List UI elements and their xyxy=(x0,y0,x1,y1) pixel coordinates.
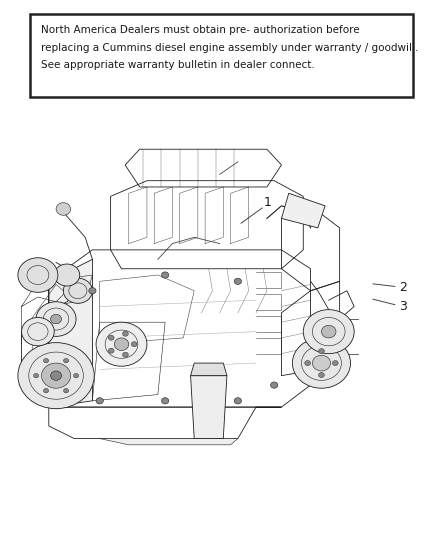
Ellipse shape xyxy=(43,389,49,393)
Ellipse shape xyxy=(96,398,103,404)
Ellipse shape xyxy=(123,331,128,336)
Ellipse shape xyxy=(321,325,336,338)
Ellipse shape xyxy=(312,355,331,371)
Ellipse shape xyxy=(51,314,61,324)
Ellipse shape xyxy=(43,359,49,363)
Ellipse shape xyxy=(54,264,80,286)
Text: North America Dealers must obtain pre- authorization before: North America Dealers must obtain pre- a… xyxy=(41,25,359,35)
Ellipse shape xyxy=(108,335,114,340)
Ellipse shape xyxy=(318,349,325,354)
Ellipse shape xyxy=(318,373,325,377)
Ellipse shape xyxy=(36,302,76,336)
Ellipse shape xyxy=(18,258,58,292)
Polygon shape xyxy=(49,259,92,407)
Ellipse shape xyxy=(271,382,278,388)
Ellipse shape xyxy=(89,288,96,294)
Ellipse shape xyxy=(64,278,92,303)
Ellipse shape xyxy=(293,338,350,388)
Ellipse shape xyxy=(303,310,354,354)
FancyBboxPatch shape xyxy=(30,14,413,97)
Ellipse shape xyxy=(114,338,129,351)
Ellipse shape xyxy=(162,272,169,278)
Polygon shape xyxy=(191,363,227,376)
Ellipse shape xyxy=(56,203,71,215)
Ellipse shape xyxy=(18,343,94,409)
Ellipse shape xyxy=(96,322,147,366)
Ellipse shape xyxy=(234,398,241,404)
Polygon shape xyxy=(191,376,227,439)
Ellipse shape xyxy=(305,360,311,366)
Ellipse shape xyxy=(234,278,241,285)
Text: 3: 3 xyxy=(399,300,407,313)
Polygon shape xyxy=(282,193,325,228)
Ellipse shape xyxy=(51,371,61,381)
Polygon shape xyxy=(100,439,238,445)
Ellipse shape xyxy=(332,360,338,366)
Text: 2: 2 xyxy=(399,281,407,294)
Ellipse shape xyxy=(74,374,78,378)
Ellipse shape xyxy=(131,342,137,347)
Ellipse shape xyxy=(123,352,128,357)
Ellipse shape xyxy=(162,398,169,404)
Text: 1: 1 xyxy=(264,196,272,209)
Ellipse shape xyxy=(34,374,39,378)
Ellipse shape xyxy=(64,389,69,393)
Text: See appropriate warranty bulletin in dealer connect.: See appropriate warranty bulletin in dea… xyxy=(41,60,314,70)
Ellipse shape xyxy=(21,318,54,346)
Text: replacing a Cummins diesel engine assembly under warranty / goodwill.: replacing a Cummins diesel engine assemb… xyxy=(41,43,418,53)
Ellipse shape xyxy=(108,348,114,353)
Ellipse shape xyxy=(64,359,69,363)
Ellipse shape xyxy=(42,363,71,388)
